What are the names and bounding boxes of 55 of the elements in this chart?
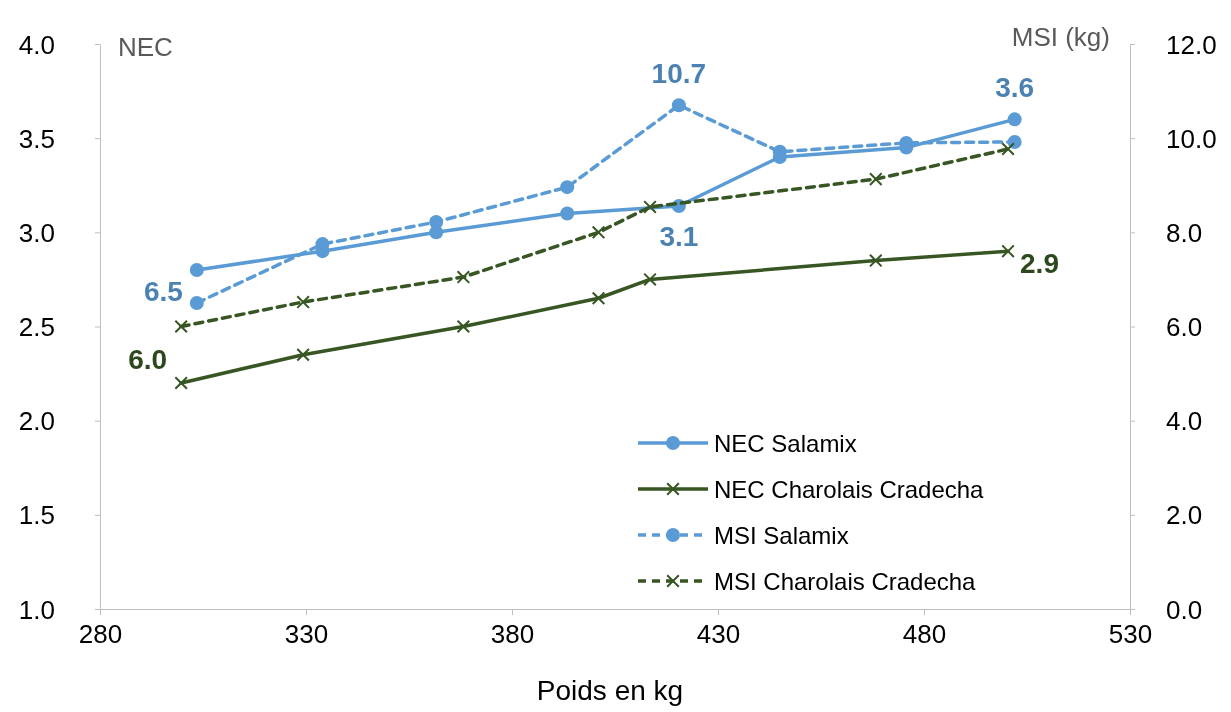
- y-tick-label: 1.0: [18, 594, 55, 625]
- y-axis-title: NEC: [118, 32, 173, 62]
- point: [1001, 244, 1015, 258]
- legend-label: MSI Salamix: [714, 522, 849, 549]
- point: [591, 225, 606, 240]
- x-tick-label: 280: [78, 619, 123, 650]
- point: [296, 295, 310, 309]
- x-axis-title: Poids en kg: [536, 675, 684, 706]
- y2-tick-label: 8.0: [1166, 217, 1203, 248]
- data-label: 3.6: [995, 72, 1035, 104]
- point: [560, 206, 575, 221]
- y2-tick-label: 0.0: [1166, 594, 1203, 625]
- point: [1001, 142, 1015, 156]
- legend-label: MSI Charolais Cradecha: [714, 568, 977, 595]
- y-tick-label: 3.0: [18, 217, 55, 248]
- y2-tick-label: 6.0: [1166, 312, 1203, 342]
- point: [868, 172, 883, 186]
- point: [1007, 134, 1022, 149]
- point: [174, 319, 188, 334]
- y-tick-label: 2.5: [18, 312, 55, 342]
- point: [429, 214, 444, 229]
- point: [1007, 112, 1022, 127]
- point: [296, 347, 310, 362]
- legend-label: NEC Charolais Cradecha: [714, 476, 985, 503]
- data-label: 2.9: [1020, 248, 1059, 280]
- point: [456, 319, 471, 334]
- point: [591, 291, 606, 306]
- x-tick-label: 380: [490, 619, 535, 650]
- point: [189, 295, 204, 310]
- x-tick-label: 530: [1108, 619, 1153, 650]
- point: [560, 180, 575, 195]
- legend-label: NEC Salamix: [714, 430, 857, 457]
- data-label: 10.7: [651, 58, 707, 90]
- y2-tick-label: 12.0: [1166, 29, 1217, 60]
- point: [643, 200, 657, 214]
- x-tick-label: 330: [284, 619, 329, 650]
- data-label: 3.1: [659, 220, 699, 252]
- y-tick-label: 4.0: [18, 29, 55, 60]
- point: [671, 98, 686, 113]
- point: [643, 272, 657, 287]
- y-tick-label: 3.5: [18, 123, 55, 154]
- y-tick-label: 1.5: [18, 500, 55, 531]
- x-tick-label: 430: [696, 619, 741, 650]
- y-tick-label: 2.0: [18, 406, 55, 437]
- point: [456, 270, 471, 284]
- y2-tick-label: 2.0: [1166, 500, 1203, 531]
- point: [868, 253, 883, 268]
- y2-tick-label: 10.0: [1166, 123, 1217, 154]
- y2-axis-title: MSI (kg): [1011, 22, 1110, 52]
- point: [189, 263, 204, 277]
- x-tick-label: 480: [902, 619, 947, 650]
- y2-tick-label: 4.0: [1166, 406, 1203, 437]
- data-label: 6.5: [143, 275, 183, 307]
- data-label: 6.0: [128, 343, 168, 375]
- point: [174, 376, 188, 390]
